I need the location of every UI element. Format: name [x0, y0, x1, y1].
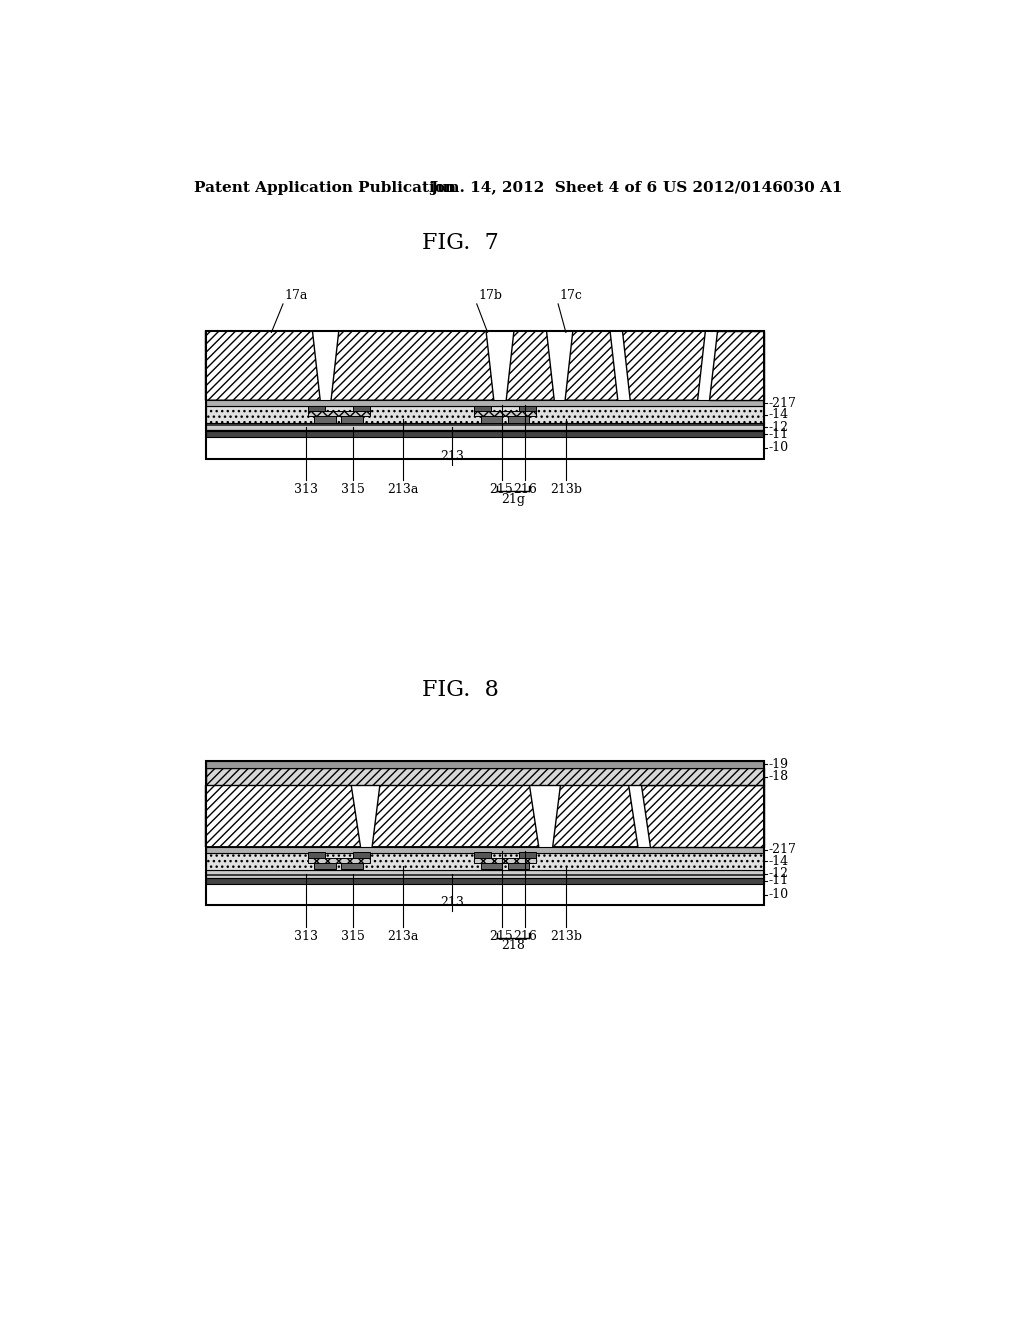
Bar: [480, 416, 503, 422]
Bar: [308, 853, 325, 858]
Bar: [206, 760, 764, 906]
Polygon shape: [565, 331, 617, 400]
Text: 17b: 17b: [478, 289, 503, 302]
Text: 313: 313: [294, 929, 318, 942]
Polygon shape: [506, 331, 554, 400]
Bar: [206, 760, 764, 768]
Polygon shape: [372, 785, 539, 847]
Bar: [480, 863, 503, 869]
Text: 21g: 21g: [501, 492, 525, 506]
Text: 17a: 17a: [285, 289, 308, 302]
Text: -217: -217: [768, 843, 796, 857]
Text: -18: -18: [768, 770, 788, 783]
Text: 216: 216: [513, 483, 537, 496]
Polygon shape: [710, 331, 764, 400]
Bar: [519, 405, 537, 411]
Polygon shape: [206, 785, 360, 847]
Bar: [206, 437, 764, 459]
Text: 315: 315: [341, 929, 365, 942]
Text: -10: -10: [768, 441, 788, 454]
Bar: [341, 863, 362, 869]
Bar: [474, 405, 492, 411]
Bar: [206, 884, 764, 906]
Bar: [508, 416, 529, 422]
Text: Patent Application Publication: Patent Application Publication: [194, 181, 456, 194]
Polygon shape: [206, 331, 321, 400]
Text: -19: -19: [768, 758, 788, 771]
Text: 218: 218: [501, 940, 525, 952]
Text: -11: -11: [768, 874, 788, 887]
Text: -14: -14: [768, 408, 788, 421]
Bar: [352, 405, 370, 411]
Text: 213b: 213b: [550, 929, 582, 942]
Text: Jun. 14, 2012  Sheet 4 of 6: Jun. 14, 2012 Sheet 4 of 6: [430, 181, 657, 194]
Polygon shape: [331, 331, 494, 400]
Text: 17c: 17c: [560, 289, 583, 302]
Bar: [308, 411, 370, 416]
Text: 213b: 213b: [550, 483, 582, 496]
Bar: [206, 768, 764, 785]
Bar: [308, 858, 370, 863]
Bar: [206, 870, 764, 878]
Text: -12: -12: [768, 867, 788, 880]
Bar: [508, 863, 529, 869]
Bar: [206, 407, 764, 424]
Text: 213: 213: [440, 450, 464, 462]
Bar: [352, 853, 370, 858]
Bar: [474, 411, 537, 416]
Text: US 2012/0146030 A1: US 2012/0146030 A1: [663, 181, 843, 194]
Text: 313: 313: [294, 483, 318, 496]
Text: -10: -10: [768, 888, 788, 902]
Text: FIG.  7: FIG. 7: [423, 232, 500, 255]
Polygon shape: [553, 785, 638, 847]
Bar: [314, 863, 336, 869]
Text: -14: -14: [768, 855, 788, 869]
Bar: [308, 405, 325, 411]
Polygon shape: [641, 785, 764, 847]
Text: FIG.  8: FIG. 8: [423, 678, 500, 701]
Text: 213: 213: [440, 896, 464, 909]
Bar: [206, 400, 764, 407]
Bar: [206, 424, 764, 430]
Text: -12: -12: [768, 421, 788, 434]
Polygon shape: [623, 331, 706, 400]
Text: 213a: 213a: [387, 483, 419, 496]
Bar: [519, 853, 537, 858]
Text: 215: 215: [489, 929, 513, 942]
Text: 216: 216: [513, 929, 537, 942]
Bar: [474, 858, 537, 863]
Text: 213a: 213a: [387, 929, 419, 942]
Bar: [474, 853, 492, 858]
Bar: [206, 432, 764, 437]
Bar: [314, 416, 336, 422]
Bar: [206, 847, 764, 853]
Bar: [341, 416, 362, 422]
Bar: [206, 853, 764, 870]
Bar: [206, 331, 764, 459]
Bar: [206, 878, 764, 884]
Text: -11: -11: [768, 428, 788, 441]
Text: 315: 315: [341, 483, 365, 496]
Text: -217: -217: [768, 397, 796, 409]
Text: 215: 215: [489, 483, 513, 496]
